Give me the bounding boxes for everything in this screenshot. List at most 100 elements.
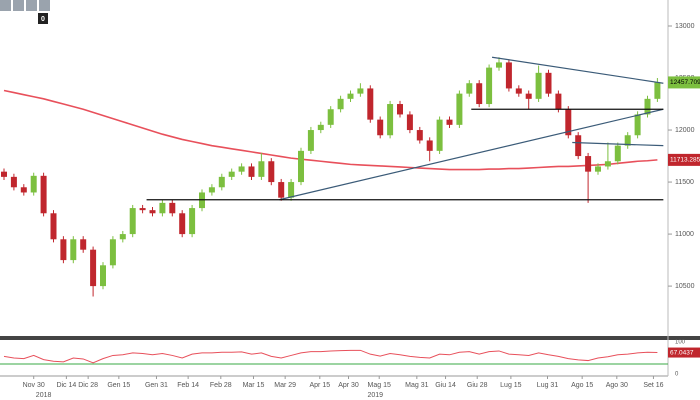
candle-body (604, 161, 611, 167)
tool-button[interactable] (39, 0, 50, 11)
y-tick-label: 13000 (675, 23, 695, 30)
candle-body (159, 202, 166, 214)
y-tick-label: 10500 (675, 283, 695, 290)
tool-button[interactable] (13, 0, 24, 11)
candle-body (129, 208, 136, 235)
candle-body (466, 83, 473, 94)
x-tick-label: Apr 30 (338, 382, 359, 389)
candle-body (10, 176, 17, 188)
badge-box (38, 13, 48, 24)
candle-body (288, 182, 295, 198)
x-tick-label: Mag 15 (368, 382, 391, 389)
candle-body (644, 98, 651, 115)
candle-body (298, 150, 304, 183)
candle-body (258, 161, 265, 177)
candle-body (476, 83, 483, 105)
candle-body (60, 239, 67, 261)
x-tick-label: Giu 14 (435, 382, 456, 389)
candle-body (169, 202, 176, 214)
candle-body (208, 187, 215, 193)
candle-body (90, 249, 97, 287)
candle-body (555, 93, 562, 110)
price-badge-label: 11713.2857 (670, 157, 700, 164)
candle-body (268, 161, 275, 183)
x-tick-label: Lug 31 (537, 382, 559, 389)
panel-divider (0, 336, 700, 340)
candle-body (30, 175, 37, 193)
oscillator-tick-label: 0 (675, 372, 679, 378)
x-tick-label: Ago 30 (606, 382, 628, 389)
candle-body (595, 166, 601, 172)
candle-body (357, 88, 364, 94)
candle-body (119, 234, 126, 240)
candle-body (397, 104, 403, 115)
candle-body (337, 98, 344, 110)
candle-body (238, 166, 245, 172)
y-tick-label: 11500 (675, 179, 694, 186)
y-tick-label: 12000 (675, 127, 695, 134)
tool-button[interactable] (0, 0, 11, 11)
trendline (279, 108, 664, 201)
candle-body (228, 171, 235, 177)
candle-body (426, 140, 433, 151)
toolbar[interactable]: 0 (0, 0, 50, 24)
candle-body (149, 210, 156, 214)
candle-body (307, 130, 314, 151)
tool-button[interactable] (26, 0, 37, 11)
candle-body (179, 213, 186, 235)
moving-average (3, 89, 658, 171)
x-tick-label: Feb 28 (210, 382, 232, 389)
x-tick-label: Gen 15 (107, 382, 130, 389)
x-tick-label: Mag 31 (405, 382, 428, 389)
candle-body (436, 119, 443, 151)
candle-body (545, 72, 552, 94)
candle-body (317, 124, 324, 131)
x-tick-label: Ago 15 (571, 382, 593, 389)
x-tick-label: Gen 31 (145, 382, 168, 389)
price-badge (668, 76, 700, 89)
oscillator-badge-label: 67.0437 (670, 349, 694, 356)
oscillator-badge (668, 347, 700, 358)
candle-body (654, 82, 661, 99)
candle-body (50, 213, 57, 240)
candle-body (624, 135, 631, 146)
candle-body (109, 239, 116, 266)
x-tick-label: Giu 28 (467, 382, 488, 389)
candle-body (139, 208, 146, 211)
candle-body (248, 166, 255, 177)
year-label: 2019 (367, 392, 383, 399)
candle-body (416, 130, 423, 141)
candle-body (1, 171, 7, 177)
x-tick-label: Apr 15 (309, 382, 330, 389)
candle-body (100, 265, 106, 287)
candle-body (189, 208, 196, 235)
candle-body (525, 93, 532, 99)
x-tick-label: Mar 29 (274, 382, 296, 389)
price-badge-label: 12457.7092 (670, 79, 700, 86)
candle-body (515, 88, 522, 94)
trendline (491, 56, 664, 84)
candle-body (20, 187, 27, 193)
oscillator-tick-label: 100 (675, 340, 686, 346)
candle-body (406, 114, 413, 131)
candle-body (40, 175, 47, 214)
candle-body (387, 104, 394, 136)
trendline (572, 141, 664, 147)
candle-body (634, 114, 641, 136)
candle-body (347, 93, 354, 99)
candle-body (218, 176, 225, 188)
x-tick-label: Feb 14 (177, 382, 199, 389)
candle-body (575, 135, 582, 157)
candle-body (446, 119, 453, 125)
candle-body (456, 93, 463, 125)
oscillator-line (3, 349, 658, 364)
y-tick-label: 11000 (675, 231, 694, 238)
candle-body (80, 239, 87, 250)
candle-body (367, 88, 374, 120)
price-badge (668, 153, 700, 166)
x-tick-label: Lug 15 (500, 382, 522, 389)
x-tick-label: Dic 28 (78, 382, 98, 389)
badge: 0 (41, 16, 45, 23)
year-label: 2018 (36, 392, 52, 399)
x-tick-label: Nov 30 (23, 382, 45, 389)
